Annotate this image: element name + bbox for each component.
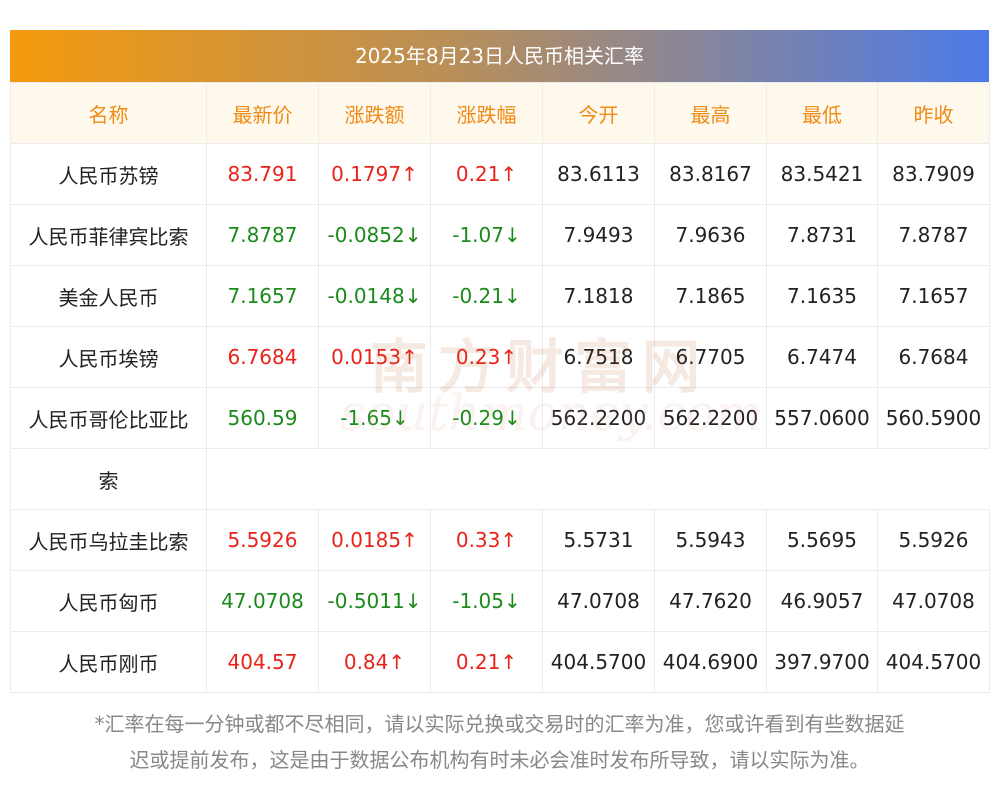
- table-row: 人民币哥伦比亚比 560.59 -1.65↓ -0.29↓ 562.2200 5…: [10, 387, 990, 449]
- header-pct: 涨跌幅: [430, 82, 543, 144]
- table-title: 2025年8月23日人民币相关汇率: [10, 30, 989, 82]
- low-price: 5.5695: [766, 509, 878, 571]
- prev-close: 404.5700: [877, 631, 990, 693]
- continuation-blank: [206, 448, 990, 510]
- change-amount: -0.5011↓: [318, 570, 431, 632]
- open-price: 7.1818: [542, 265, 655, 327]
- currency-name: 人民币哥伦比亚比: [10, 387, 207, 449]
- latest-price: 404.57: [206, 631, 319, 693]
- change-amount: 0.0185↑: [318, 509, 431, 571]
- low-price: 397.9700: [766, 631, 878, 693]
- currency-name: 人民币埃镑: [10, 326, 207, 388]
- change-amount: -0.0852↓: [318, 204, 431, 266]
- change-amount: 0.0153↑: [318, 326, 431, 388]
- table-row: 人民币菲律宾比索 7.8787 -0.0852↓ -1.07↓ 7.9493 7…: [10, 204, 990, 266]
- prev-close: 7.8787: [877, 204, 990, 266]
- currency-name: 人民币刚币: [10, 631, 207, 693]
- change-percent: 0.23↑: [430, 326, 543, 388]
- low-price: 6.7474: [766, 326, 878, 388]
- change-amount: 0.1797↑: [318, 143, 431, 205]
- open-price: 404.5700: [542, 631, 655, 693]
- currency-name: 人民币苏镑: [10, 143, 207, 205]
- header-name: 名称: [10, 82, 207, 144]
- header-change: 涨跌额: [318, 82, 431, 144]
- prev-close: 83.7909: [877, 143, 990, 205]
- header-row: 名称 最新价 涨跌额 涨跌幅 今开 最高 最低 昨收: [10, 82, 990, 144]
- high-price: 7.9636: [654, 204, 767, 266]
- change-percent: -0.29↓: [430, 387, 543, 449]
- change-percent: 0.21↑: [430, 143, 543, 205]
- low-price: 557.0600: [766, 387, 878, 449]
- prev-close: 5.5926: [877, 509, 990, 571]
- high-price: 562.2200: [654, 387, 767, 449]
- table-row: 人民币刚币 404.57 0.84↑ 0.21↑ 404.5700 404.69…: [10, 631, 990, 693]
- latest-price: 7.8787: [206, 204, 319, 266]
- change-amount: 0.84↑: [318, 631, 431, 693]
- change-amount: -0.0148↓: [318, 265, 431, 327]
- currency-name: 美金人民币: [10, 265, 207, 327]
- open-price: 5.5731: [542, 509, 655, 571]
- high-price: 5.5943: [654, 509, 767, 571]
- currency-name: 人民币匈币: [10, 570, 207, 632]
- currency-name-continued: 索: [10, 448, 207, 510]
- table-row: 人民币埃镑 6.7684 0.0153↑ 0.23↑ 6.7518 6.7705…: [10, 326, 990, 388]
- latest-price: 7.1657: [206, 265, 319, 327]
- low-price: 7.1635: [766, 265, 878, 327]
- rates-panel: 2025年8月23日人民币相关汇率 名称 最新价 涨跌额 涨跌幅 今开 最高 最…: [10, 30, 990, 693]
- open-price: 562.2200: [542, 387, 655, 449]
- latest-price: 6.7684: [206, 326, 319, 388]
- change-percent: 0.33↑: [430, 509, 543, 571]
- open-price: 47.0708: [542, 570, 655, 632]
- change-amount: -1.65↓: [318, 387, 431, 449]
- currency-name: 人民币菲律宾比索: [10, 204, 207, 266]
- prev-close: 6.7684: [877, 326, 990, 388]
- open-price: 83.6113: [542, 143, 655, 205]
- currency-name: 人民币乌拉圭比索: [10, 509, 207, 571]
- latest-price: 47.0708: [206, 570, 319, 632]
- change-percent: -0.21↓: [430, 265, 543, 327]
- rates-table: 名称 最新价 涨跌额 涨跌幅 今开 最高 最低 昨收 人民币苏镑 83.791 …: [10, 82, 990, 693]
- header-high: 最高: [654, 82, 767, 144]
- high-price: 404.6900: [654, 631, 767, 693]
- high-price: 7.1865: [654, 265, 767, 327]
- prev-close: 560.5900: [877, 387, 990, 449]
- table-row: 人民币苏镑 83.791 0.1797↑ 0.21↑ 83.6113 83.81…: [10, 143, 990, 205]
- change-percent: -1.05↓: [430, 570, 543, 632]
- header-latest: 最新价: [206, 82, 319, 144]
- header-prev: 昨收: [877, 82, 990, 144]
- table-row-continuation: 索: [10, 448, 990, 510]
- high-price: 6.7705: [654, 326, 767, 388]
- high-price: 83.8167: [654, 143, 767, 205]
- latest-price: 560.59: [206, 387, 319, 449]
- table-row: 人民币乌拉圭比索 5.5926 0.0185↑ 0.33↑ 5.5731 5.5…: [10, 509, 990, 571]
- table-row: 人民币匈币 47.0708 -0.5011↓ -1.05↓ 47.0708 47…: [10, 570, 990, 632]
- header-low: 最低: [766, 82, 878, 144]
- latest-price: 5.5926: [206, 509, 319, 571]
- low-price: 7.8731: [766, 204, 878, 266]
- open-price: 7.9493: [542, 204, 655, 266]
- disclaimer-footnote: *汇率在每一分钟或都不尽相同，请以实际兑换或交易时的汇率为准，您或许看到有些数据…: [10, 706, 989, 778]
- footnote-line-1: *汇率在每一分钟或都不尽相同，请以实际兑换或交易时的汇率为准，您或许看到有些数据…: [94, 712, 905, 736]
- latest-price: 83.791: [206, 143, 319, 205]
- footnote-line-2: 迟或提前发布，这是由于数据公布机构有时未必会准时发布所导致，请以实际为准。: [129, 748, 870, 772]
- high-price: 47.7620: [654, 570, 767, 632]
- table-row: 美金人民币 7.1657 -0.0148↓ -0.21↓ 7.1818 7.18…: [10, 265, 990, 327]
- header-open: 今开: [542, 82, 655, 144]
- low-price: 83.5421: [766, 143, 878, 205]
- open-price: 6.7518: [542, 326, 655, 388]
- prev-close: 47.0708: [877, 570, 990, 632]
- low-price: 46.9057: [766, 570, 878, 632]
- change-percent: -1.07↓: [430, 204, 543, 266]
- prev-close: 7.1657: [877, 265, 990, 327]
- change-percent: 0.21↑: [430, 631, 543, 693]
